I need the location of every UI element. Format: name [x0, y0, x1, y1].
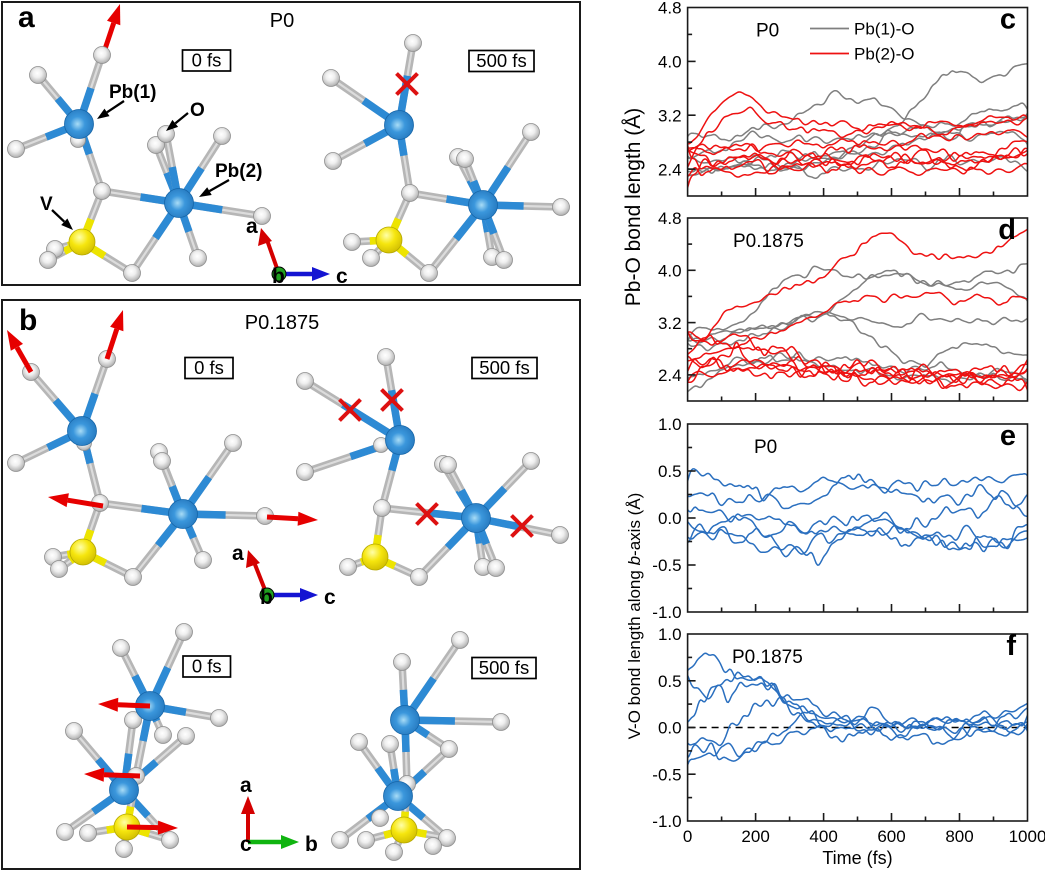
svg-text:V: V	[40, 194, 53, 215]
svg-text:Pb(2): Pb(2)	[215, 161, 263, 182]
svg-text:800: 800	[945, 827, 973, 846]
svg-text:P0: P0	[756, 21, 779, 42]
svg-text:b: b	[272, 265, 285, 288]
svg-text:a: a	[232, 542, 244, 565]
svg-text:4.0: 4.0	[658, 262, 682, 281]
svg-text:V-O bond length along b-axis (: V-O bond length along b-axis (Å)	[625, 493, 644, 740]
svg-text:b: b	[19, 304, 37, 337]
svg-text:f: f	[1006, 630, 1016, 662]
svg-text:200: 200	[741, 827, 769, 846]
svg-text:P0.1875: P0.1875	[732, 647, 803, 668]
svg-text:500 fs: 500 fs	[479, 357, 529, 378]
svg-text:P0: P0	[754, 437, 777, 458]
svg-text:3.2: 3.2	[658, 106, 682, 125]
svg-text:0 fs: 0 fs	[192, 656, 222, 677]
svg-text:0.5: 0.5	[658, 672, 682, 691]
svg-text:-0.5: -0.5	[652, 766, 681, 785]
svg-text:4.0: 4.0	[658, 53, 682, 72]
svg-text:3.2: 3.2	[658, 314, 682, 333]
svg-text:2.4: 2.4	[658, 366, 682, 385]
svg-text:O: O	[190, 100, 205, 121]
svg-text:d: d	[998, 214, 1016, 246]
svg-text:1.0: 1.0	[658, 415, 682, 434]
svg-text:a: a	[240, 774, 252, 797]
svg-text:c: c	[1000, 4, 1016, 36]
svg-text:Pb(1): Pb(1)	[109, 82, 157, 103]
svg-text:0 fs: 0 fs	[192, 50, 222, 71]
svg-text:0.0: 0.0	[658, 509, 682, 528]
svg-text:1.0: 1.0	[658, 625, 682, 644]
svg-text:400: 400	[809, 827, 837, 846]
svg-text:1000: 1000	[1009, 827, 1045, 846]
svg-text:b: b	[260, 586, 273, 609]
svg-text:-1.0: -1.0	[652, 812, 681, 831]
svg-text:-0.5: -0.5	[652, 556, 681, 575]
svg-text:-1.0: -1.0	[652, 603, 681, 622]
svg-text:0: 0	[683, 827, 692, 846]
svg-text:c: c	[336, 265, 348, 288]
svg-text:0.0: 0.0	[658, 719, 682, 738]
svg-text:500 fs: 500 fs	[479, 657, 529, 678]
svg-text:b: b	[305, 833, 318, 856]
svg-text:e: e	[1000, 420, 1016, 452]
svg-text:P0.1875: P0.1875	[245, 312, 320, 334]
svg-text:P0: P0	[270, 10, 294, 32]
svg-text:0 fs: 0 fs	[194, 357, 224, 378]
svg-text:4.8: 4.8	[658, 0, 682, 18]
svg-text:Pb-O bond length (Å): Pb-O bond length (Å)	[622, 108, 645, 306]
svg-text:2.4: 2.4	[658, 160, 682, 179]
svg-text:4.8: 4.8	[658, 209, 682, 228]
svg-text:c: c	[240, 833, 252, 856]
svg-text:Pb(2)-O: Pb(2)-O	[854, 45, 914, 64]
svg-text:Pb(1)-O: Pb(1)-O	[854, 20, 914, 39]
svg-text:Time (fs): Time (fs)	[822, 848, 892, 868]
svg-text:c: c	[324, 586, 336, 609]
svg-text:600: 600	[877, 827, 905, 846]
svg-text:0.5: 0.5	[658, 462, 682, 481]
svg-text:a: a	[246, 215, 258, 238]
svg-text:500 fs: 500 fs	[476, 50, 526, 71]
svg-text:P0.1875: P0.1875	[733, 231, 804, 252]
svg-text:a: a	[18, 1, 35, 34]
